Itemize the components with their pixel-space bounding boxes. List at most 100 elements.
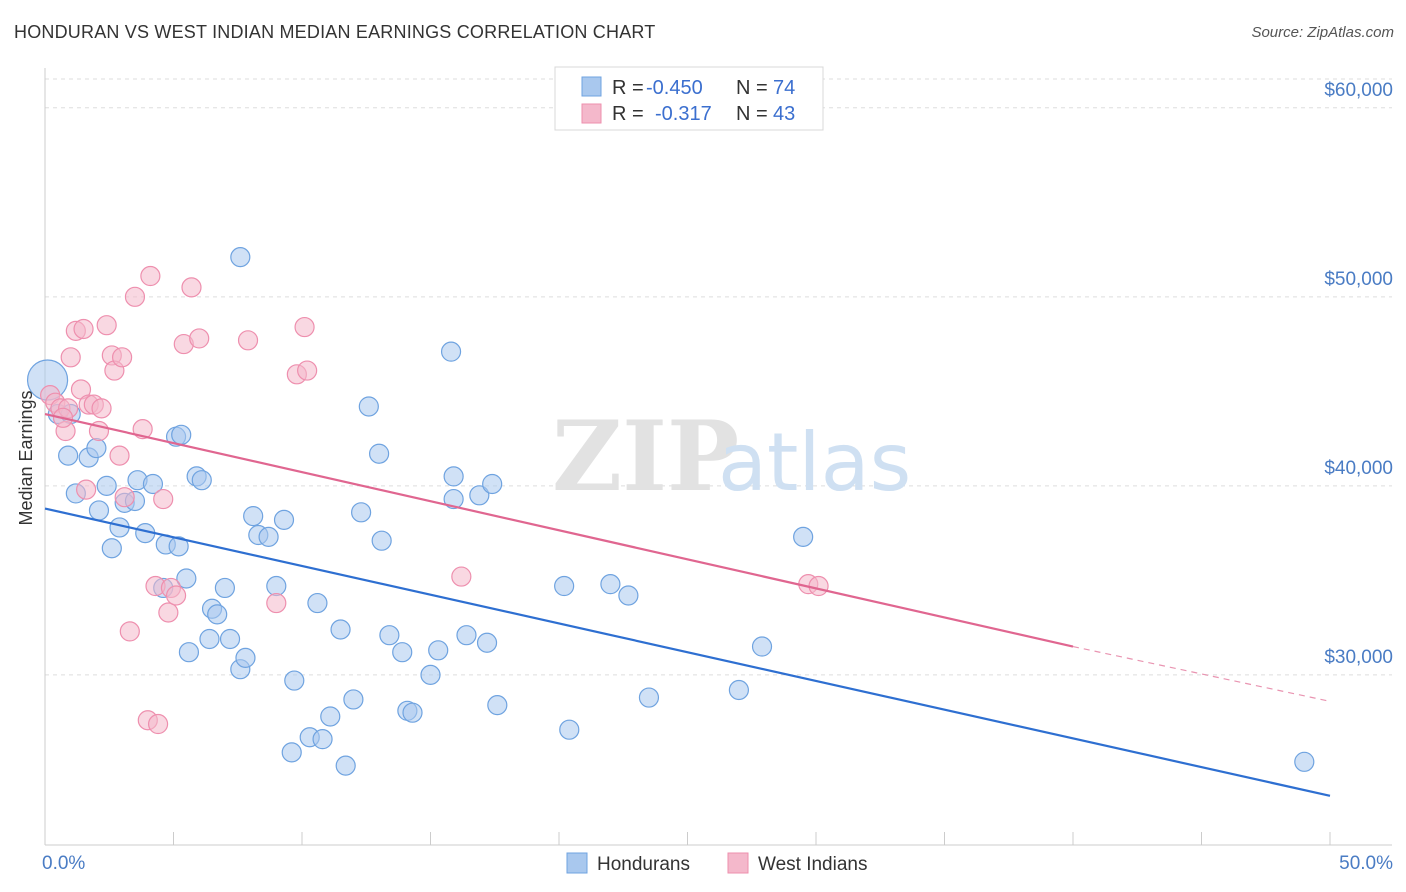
honduran-point-57 [469, 485, 490, 506]
west-indian-point-32 [189, 328, 210, 349]
honduran-point-51 [420, 664, 441, 685]
x-tick-label-0: 0.0% [42, 853, 85, 874]
honduran-point-12 [142, 473, 164, 495]
west-indian-point-26 [153, 488, 174, 510]
honduran-point-47 [379, 625, 400, 646]
honduran-point-50 [402, 702, 423, 723]
y-tick-label-1: $40,000 [1324, 458, 1393, 479]
west-indian-point-17 [111, 347, 133, 368]
honduran-point-41 [335, 755, 356, 776]
legend-swatch-hondurans [581, 76, 602, 97]
west-indian-point-33 [237, 330, 259, 351]
legend-n-label-0: N = [736, 77, 768, 99]
watermark-atlas: atlas [718, 416, 911, 509]
west-indian-point-23 [140, 265, 161, 287]
honduran-point-34 [281, 742, 302, 763]
honduran-point-54 [443, 488, 464, 510]
legend-n-value-1: 43 [773, 103, 795, 125]
honduran-point-65 [638, 687, 660, 708]
honduran-point-39 [320, 706, 341, 727]
bottom-legend-swatch-hondurans [566, 852, 588, 874]
west-indian-point-34 [266, 592, 287, 614]
west-indian-point-40 [808, 575, 829, 597]
honduran-point-68 [793, 526, 814, 547]
honduran-point-5 [88, 500, 110, 521]
series-west-indians-points [40, 265, 829, 735]
honduran-point-42 [343, 689, 364, 710]
west-indian-trend-extension [1072, 645, 1331, 702]
west-indian-point-31 [181, 277, 202, 298]
honduran-point-69 [1294, 751, 1315, 772]
honduran-point-45 [369, 443, 390, 464]
gridlines [45, 78, 1392, 676]
y-tick-labels: $30,000 $40,000 $50,000 $60,000 [1324, 80, 1393, 668]
bottom-legend-swatch-west-indians [727, 852, 749, 874]
west-indian-point-20 [124, 286, 146, 307]
honduran-point-72 [171, 424, 192, 445]
honduran-point-58 [476, 632, 498, 653]
legend-r-value-0: -0.450 [646, 77, 703, 99]
bottom-legend-label-hondurans: Hondurans [597, 854, 690, 875]
honduran-point-28 [230, 247, 251, 268]
west-indian-point-12 [91, 398, 112, 419]
honduran-point-32 [266, 575, 287, 597]
honduran-point-64 [618, 585, 639, 606]
x-tick-label-1: 50.0% [1339, 853, 1393, 874]
honduran-point-2 [58, 445, 79, 466]
legend-r-label-1: R = [612, 103, 644, 125]
honduran-point-43 [351, 502, 372, 523]
honduran-point-53 [440, 341, 462, 362]
west-indian-point-21 [132, 419, 153, 440]
honduran-point-48 [392, 642, 413, 663]
axes [44, 68, 1392, 846]
legend-swatch-west-indians [581, 103, 602, 124]
y-tick-label-0: $30,000 [1324, 647, 1393, 668]
west-indian-trend-line [44, 412, 1074, 648]
honduran-point-27 [235, 647, 256, 668]
honduran-point-73 [86, 437, 107, 459]
honduran-point-66 [728, 679, 750, 701]
west-indian-point-29 [165, 585, 187, 606]
west-indian-point-16 [109, 445, 130, 466]
honduran-point-18 [178, 642, 200, 663]
west-indian-point-36 [297, 360, 318, 381]
honduran-point-6 [96, 475, 117, 496]
west-indian-point-25 [147, 713, 169, 735]
west-indian-point-19 [119, 621, 140, 642]
honduran-trend-line [44, 507, 1331, 797]
watermark-zip: ZIP [552, 400, 739, 513]
honduran-point-16 [168, 536, 189, 557]
honduran-point-46 [371, 530, 392, 551]
honduran-point-44 [358, 396, 379, 417]
y-axis-label: Median Earnings [16, 390, 36, 525]
y-tick-label-2: $50,000 [1324, 269, 1393, 290]
x-tick-labels: 0.0% 50.0% [42, 853, 1393, 874]
west-indian-point-27 [158, 602, 179, 623]
legend-r-label-0: R = [612, 77, 644, 99]
honduran-point-63 [600, 574, 621, 595]
west-indian-point-5 [60, 347, 81, 368]
honduran-point-21 [199, 628, 220, 650]
honduran-point-62 [554, 575, 575, 597]
west-indian-point-41 [76, 479, 97, 500]
correlation-legend: R = -0.450 N = 74 R = -0.317 N = 43 [554, 66, 824, 131]
west-indian-point-8 [73, 318, 94, 340]
legend-r-value-1: -0.317 [655, 103, 712, 125]
honduran-point-59 [482, 473, 503, 495]
y-tick-label-3: $60,000 [1324, 80, 1393, 101]
honduran-point-67 [751, 636, 773, 657]
honduran-point-29 [243, 505, 264, 527]
legend-n-value-0: 74 [773, 77, 795, 99]
west-indian-point-18 [114, 487, 135, 508]
trend-lines [44, 412, 1331, 797]
honduran-point-24 [214, 577, 235, 599]
honduran-point-61 [559, 719, 580, 740]
honduran-point-23 [207, 604, 228, 625]
honduran-point-17 [176, 568, 197, 589]
honduran-point-40 [330, 619, 351, 640]
honduran-point-38 [312, 729, 333, 750]
honduran-point-25 [219, 628, 241, 650]
honduran-point-35 [284, 670, 305, 691]
honduran-point-20 [191, 470, 212, 491]
